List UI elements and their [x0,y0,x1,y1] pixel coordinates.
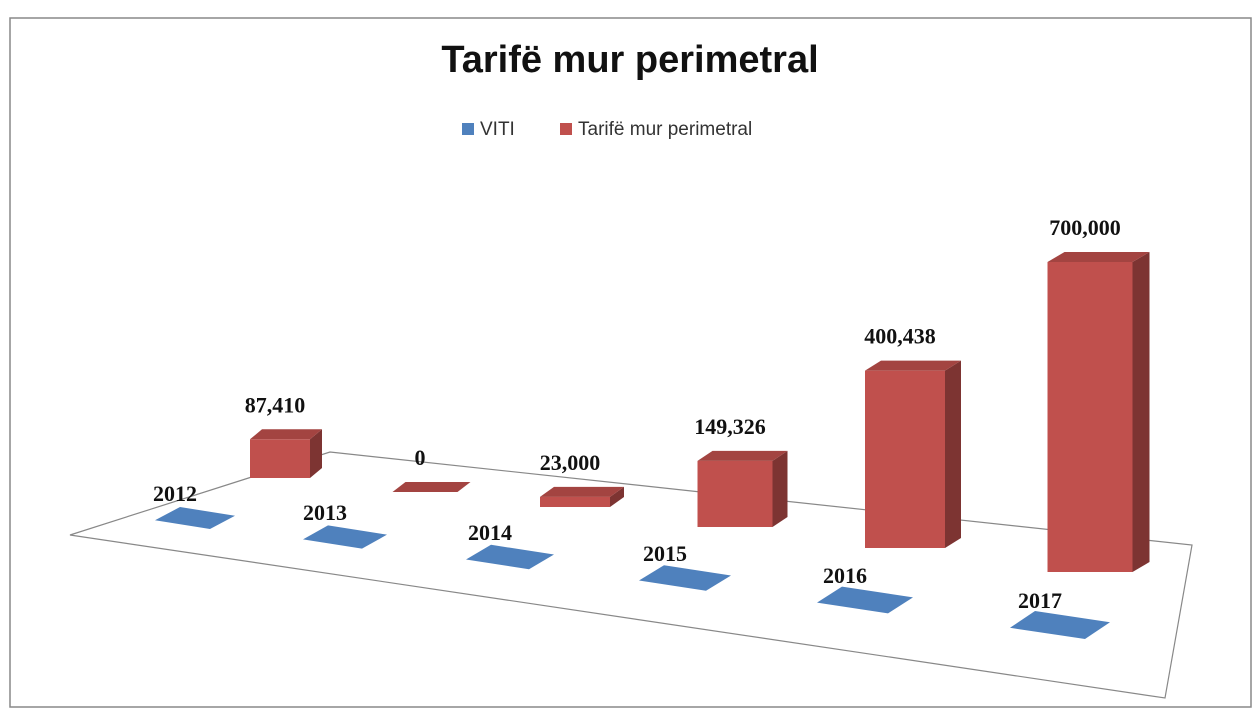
legend-swatch [462,123,474,135]
floor-tile [155,507,235,529]
bar-side [772,450,788,527]
bar-top [250,429,322,440]
legend-swatch [560,123,572,135]
floor-tile [466,544,554,570]
bar-top [1047,252,1150,262]
data-label: 2017 [1018,588,1062,613]
floor-tile [639,565,731,591]
bar-front [250,439,310,478]
floor-tile [303,525,387,549]
bar-top [392,482,471,492]
data-label: 2016 [823,563,867,588]
data-label: 2015 [643,541,687,566]
bar-top [865,360,961,371]
floor-tile [1010,611,1110,639]
bar-side [945,360,961,548]
bar-side [610,486,624,507]
bar-front [865,370,945,548]
bar-side [310,429,322,478]
chart-title: Tarifë mur perimetral [441,39,818,81]
data-label: 0 [415,445,426,470]
bar-front [540,496,610,507]
data-label: 23,000 [540,450,601,475]
chart-frame [9,17,1252,708]
bar-top [540,486,624,497]
bar-front [1047,262,1133,572]
bar-top [697,450,788,461]
data-label: 2012 [153,481,197,506]
data-label: 2014 [468,520,512,545]
floor-tile [817,586,913,614]
legend-label: VITI [480,119,515,140]
legend-label: Tarifë mur perimetral [578,119,752,140]
floor [69,451,1193,699]
data-label: 2013 [303,500,347,525]
data-label: 149,326 [694,414,766,439]
data-label: 700,000 [1049,215,1121,240]
data-label: 87,410 [245,392,306,417]
bar-side [1132,252,1150,572]
bar-front [697,460,773,527]
data-label: 400,438 [864,324,936,349]
